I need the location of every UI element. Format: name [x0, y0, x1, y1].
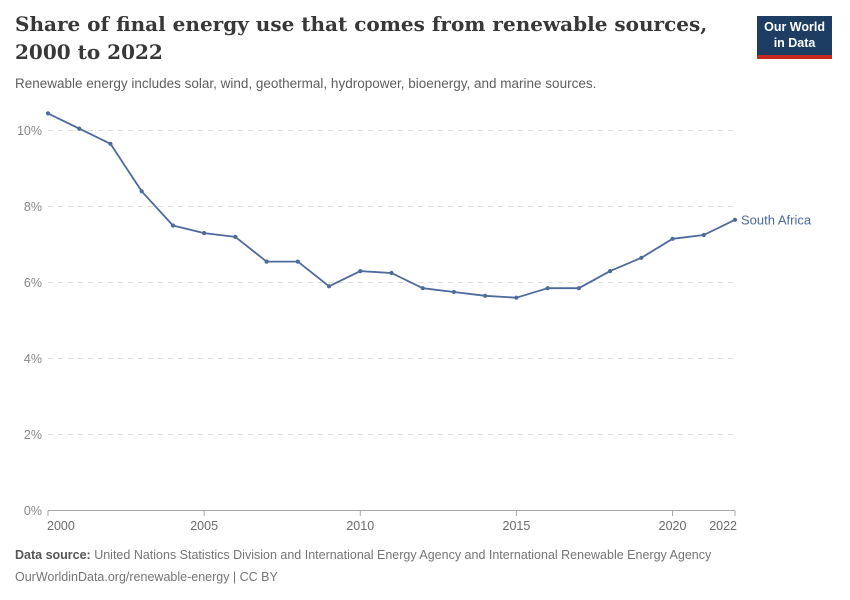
- data-point[interactable]: [264, 259, 269, 264]
- y-tick-label: 0%: [24, 504, 42, 518]
- datasource-label: Data source:: [15, 548, 91, 562]
- x-tick-label: 2000: [47, 519, 75, 533]
- data-point[interactable]: [77, 126, 82, 131]
- datasource-line: Data source: United Nations Statistics D…: [15, 544, 835, 566]
- y-tick-label: 8%: [24, 200, 42, 214]
- data-point[interactable]: [514, 295, 519, 300]
- chart-footer: Data source: United Nations Statistics D…: [15, 544, 835, 589]
- y-tick-label: 6%: [24, 276, 42, 290]
- data-point[interactable]: [358, 269, 363, 274]
- data-point[interactable]: [389, 270, 394, 276]
- x-tick-label: 2020: [659, 519, 687, 533]
- data-point[interactable]: [732, 217, 738, 222]
- owid-logo: Our World in Data: [757, 16, 832, 60]
- data-point[interactable]: [607, 269, 613, 274]
- line-series[interactable]: [47, 112, 736, 299]
- data-point[interactable]: [639, 255, 644, 260]
- x-tick-label: 2005: [190, 519, 218, 533]
- datasource-text: United Nations Statistics Division and I…: [90, 548, 712, 562]
- data-point[interactable]: [420, 286, 425, 291]
- data-point[interactable]: [483, 293, 488, 298]
- data-point[interactable]: [576, 286, 581, 291]
- chart-title: Share of final energy use that comes fro…: [15, 12, 708, 64]
- footer-link[interactable]: OurWorldinData.org/renewable-energy | CC…: [15, 570, 278, 585]
- y-tick-label: 4%: [24, 352, 42, 366]
- data-point[interactable]: [701, 232, 706, 238]
- series-end-label[interactable]: South Africa: [741, 212, 812, 227]
- data-point[interactable]: [233, 234, 238, 239]
- data-point[interactable]: [108, 141, 113, 146]
- x-tick-label: 2010: [346, 519, 374, 533]
- y-tick-label: 2%: [24, 428, 42, 442]
- x-tick-label: 2022: [709, 519, 737, 533]
- data-point[interactable]: [295, 259, 300, 264]
- chart-subtitle: Renewable energy includes solar, wind, g…: [15, 76, 597, 91]
- y-tick-label: 10%: [17, 124, 42, 138]
- data-point[interactable]: [326, 284, 332, 289]
- data-point[interactable]: [45, 111, 51, 116]
- data-point[interactable]: [545, 286, 550, 291]
- data-point[interactable]: [451, 289, 457, 295]
- data-point[interactable]: [139, 189, 144, 194]
- data-point[interactable]: [202, 231, 207, 236]
- logo-line-1: Our World: [764, 20, 825, 34]
- x-tick-label: 2015: [503, 519, 531, 533]
- data-point[interactable]: [670, 236, 675, 241]
- data-point[interactable]: [170, 223, 176, 228]
- logo-line-2: in Data: [773, 35, 816, 50]
- chart-header: Share of final energy use that comes fro…: [15, 10, 760, 93]
